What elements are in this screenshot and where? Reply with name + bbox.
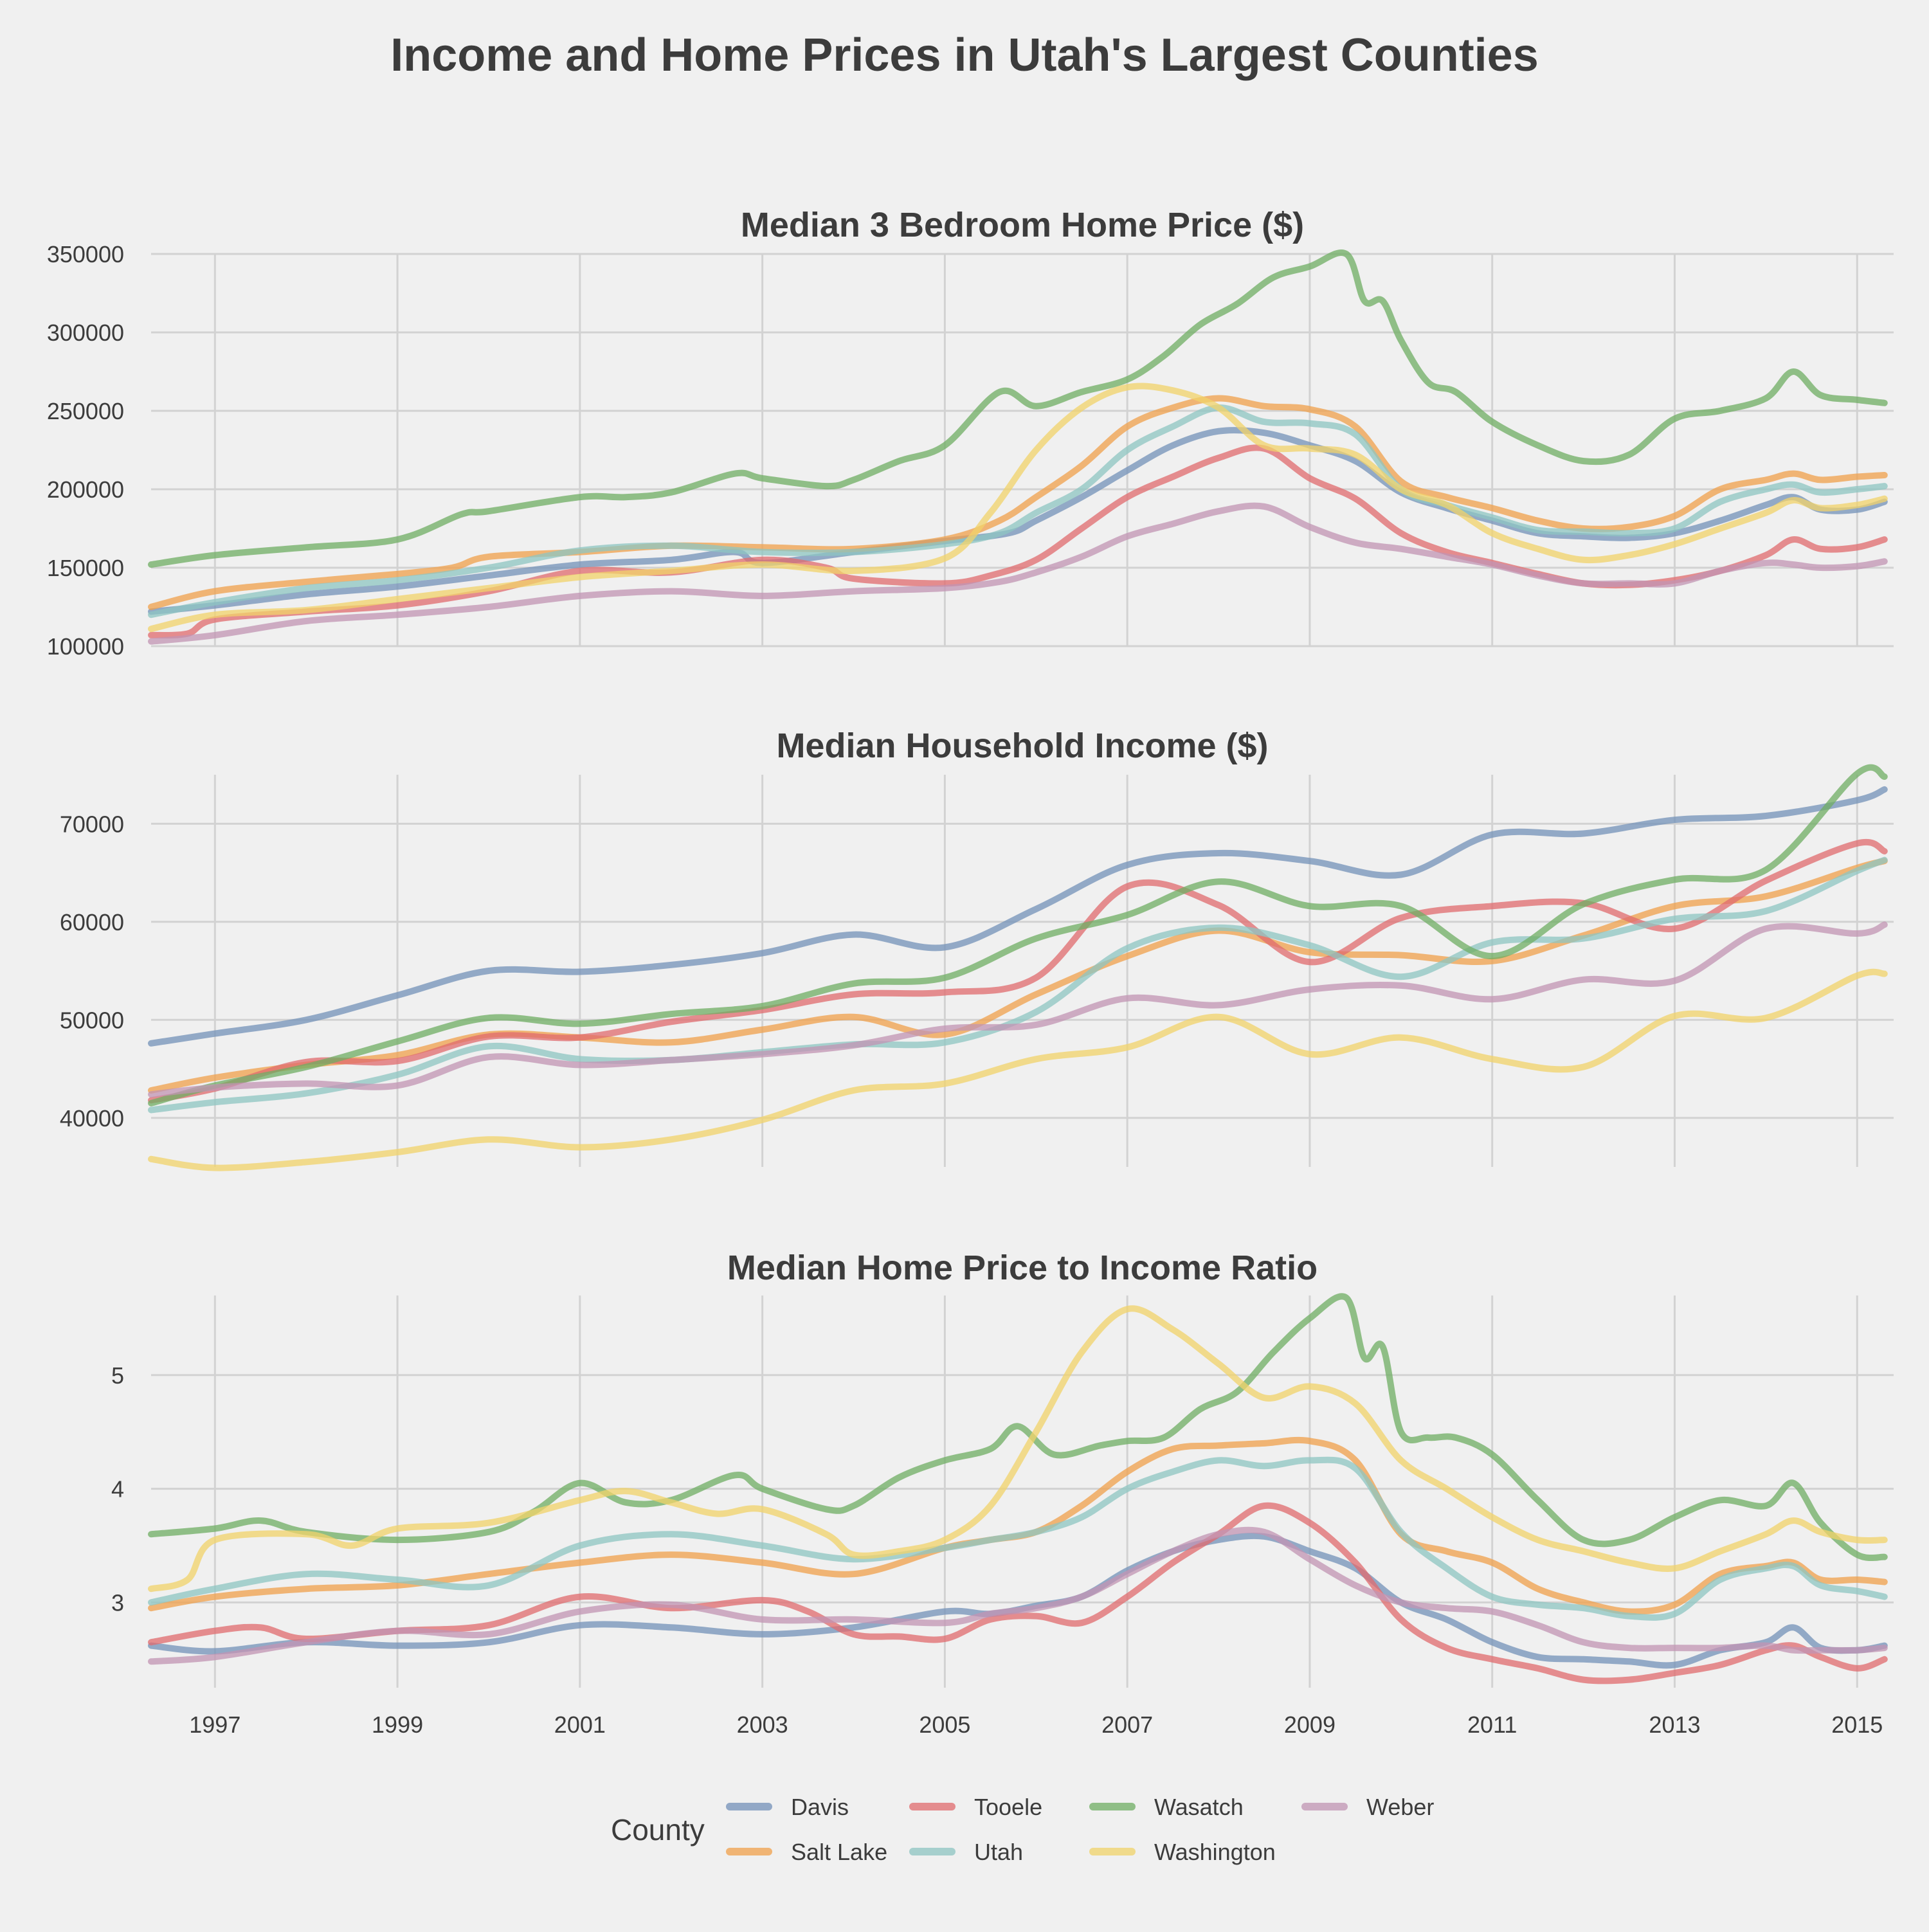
x-tick-label: 2009 (1284, 1711, 1336, 1738)
panel-title: Median Home Price to Income Ratio (727, 1249, 1318, 1287)
x-tick-label: 1997 (189, 1711, 240, 1738)
legend-item-weber: Weber (1301, 1794, 1434, 1820)
chart-title: Income and Home Prices in Utah's Largest… (390, 30, 1539, 81)
y-tick-label: 250000 (47, 398, 124, 424)
y-tick-label: 100000 (47, 633, 124, 660)
x-tick-label: 1999 (372, 1711, 423, 1738)
series-line-utah (148, 1456, 1888, 1621)
panel-3: Median Home Price to Income Ratio 1997 199… (111, 1249, 1894, 1738)
legend-item-washington: Washington (1089, 1839, 1276, 1865)
x-tick-label: 2007 (1101, 1711, 1153, 1738)
series-line-wasatch (148, 764, 1888, 1106)
legend-label: Salt Lake (791, 1839, 887, 1865)
legend-title: County (611, 1813, 705, 1846)
series-line-davis (148, 786, 1888, 1047)
x-tick-label: 2005 (919, 1711, 970, 1738)
panel-title: Median 3 Bedroom Home Price ($) (741, 206, 1304, 244)
y-tick-label: 40000 (60, 1105, 124, 1132)
x-tick-label: 2013 (1649, 1711, 1700, 1738)
chart-panels: Median 3 Bedroom Home Price ($) 100000 150… (47, 206, 1894, 1738)
series-line-wasatch (148, 249, 1888, 568)
y-tick-label: 50000 (60, 1007, 124, 1033)
series-line-weber (148, 502, 1888, 645)
series-line-tooele (148, 839, 1888, 1104)
legend-item-salt-lake: Salt Lake (726, 1839, 887, 1865)
legend-label: Wasatch (1154, 1794, 1244, 1820)
y-tick-label: 150000 (47, 555, 124, 581)
x-tick-label: 2015 (1831, 1711, 1883, 1738)
series-line-davis (148, 427, 1888, 615)
legend-label: Utah (974, 1839, 1023, 1865)
legend-label: Washington (1154, 1839, 1276, 1865)
legend-item-wasatch: Wasatch (1089, 1794, 1244, 1820)
y-tick-label: 200000 (47, 476, 124, 503)
panel-title: Median Household Income ($) (776, 727, 1268, 765)
series-line-tooele (148, 1502, 1888, 1684)
y-tick-label: 3 (111, 1589, 124, 1616)
panel-1: Median 3 Bedroom Home Price ($) 100000 150… (47, 206, 1894, 660)
x-tick-label: 2011 (1467, 1711, 1517, 1738)
y-tick-label: 300000 (47, 320, 124, 346)
series-line-washington (148, 968, 1888, 1171)
series-line-weber (148, 1526, 1888, 1665)
panel-2: Median Household Income ($) 40000 50000 600… (60, 727, 1894, 1171)
series-line-wasatch (148, 1293, 1888, 1562)
series-line-washington (148, 383, 1888, 633)
y-tick-label: 60000 (60, 909, 124, 935)
series-line-washington (148, 1305, 1888, 1593)
series-line-utah (148, 404, 1888, 618)
y-tick-label: 4 (111, 1476, 124, 1503)
x-tick-label: 2003 (737, 1711, 788, 1738)
legend-label: Davis (791, 1794, 849, 1820)
y-tick-label: 70000 (60, 811, 124, 837)
legend-label: Weber (1366, 1794, 1434, 1820)
legend-label: Tooele (974, 1794, 1042, 1820)
y-tick-label: 5 (111, 1362, 124, 1389)
legend-item-tooele: Tooele (909, 1794, 1042, 1820)
y-tick-label: 350000 (47, 241, 124, 267)
legend-item-utah: Utah (909, 1839, 1023, 1865)
x-tick-label: 2001 (554, 1711, 606, 1738)
series-line-salt-lake (148, 395, 1888, 610)
series-line-weber (148, 921, 1888, 1098)
legend: County Davis Salt Lake Tooele Utah Wasatch Wa… (611, 1794, 1434, 1865)
series-line-utah (148, 856, 1888, 1114)
legend-item-davis: Davis (726, 1794, 849, 1820)
